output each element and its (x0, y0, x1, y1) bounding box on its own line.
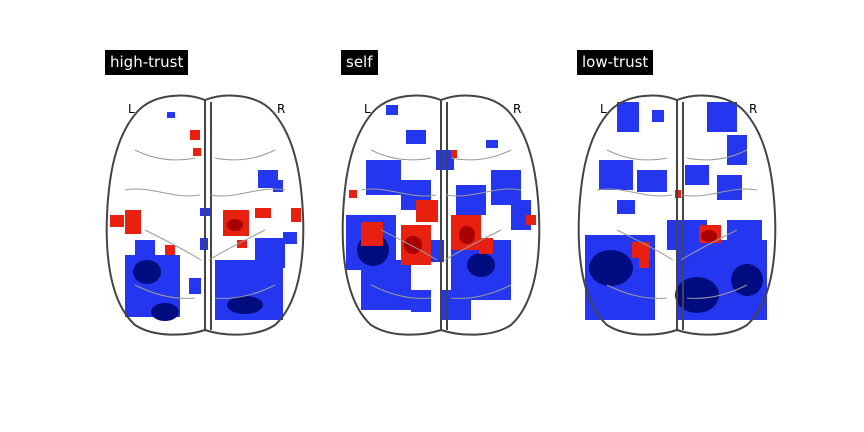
brain-outline (105, 94, 305, 336)
panel-title: low-trust (577, 50, 654, 75)
left-hemisphere-label: L (128, 102, 135, 116)
right-hemisphere-label: R (513, 102, 522, 116)
positive-peak-clusters (701, 230, 717, 242)
panel-self: self L R (341, 0, 571, 432)
sulci-lines (124, 149, 286, 299)
right-hemisphere-label: R (749, 102, 758, 116)
brain-outline (341, 94, 541, 336)
positive-peak-clusters (227, 219, 243, 231)
panel-low-trust: low-trust L R (577, 0, 807, 432)
positive-activation-clusters (110, 130, 301, 255)
negative-peak-clusters (589, 250, 763, 313)
panel-title: high-trust (105, 50, 189, 75)
right-hemisphere-label: R (277, 102, 286, 116)
axial-glass-brain (341, 94, 541, 336)
left-hemisphere-label: L (364, 102, 371, 116)
sulci-lines (360, 149, 522, 299)
axial-glass-brain (105, 94, 305, 336)
brain-outline (577, 94, 777, 336)
negative-activation-clusters (346, 105, 531, 320)
sulci-lines (596, 149, 758, 299)
negative-peak-clusters (133, 260, 263, 321)
panel-title: self (341, 50, 378, 75)
axial-glass-brain (577, 94, 777, 336)
left-hemisphere-label: L (600, 102, 607, 116)
panel-high-trust: high-trust L R (105, 0, 335, 432)
positive-peak-clusters (404, 226, 475, 254)
